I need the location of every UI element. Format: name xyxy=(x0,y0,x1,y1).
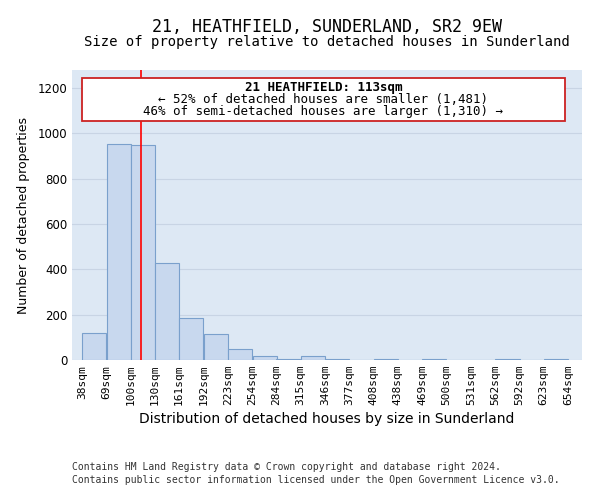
Text: Contains HM Land Registry data © Crown copyright and database right 2024.: Contains HM Land Registry data © Crown c… xyxy=(72,462,501,472)
FancyBboxPatch shape xyxy=(82,78,565,121)
Bar xyxy=(374,359,398,360)
Y-axis label: Number of detached properties: Number of detached properties xyxy=(17,116,31,314)
Bar xyxy=(422,359,446,360)
Bar xyxy=(131,145,155,360)
Bar xyxy=(544,359,568,360)
Bar xyxy=(155,262,179,360)
Text: 46% of semi-detached houses are larger (1,310) →: 46% of semi-detached houses are larger (… xyxy=(143,105,503,118)
Bar xyxy=(277,359,301,360)
Bar xyxy=(82,333,106,360)
X-axis label: Distribution of detached houses by size in Sunderland: Distribution of detached houses by size … xyxy=(139,412,515,426)
Text: ← 52% of detached houses are smaller (1,481): ← 52% of detached houses are smaller (1,… xyxy=(158,93,488,106)
Text: 21, HEATHFIELD, SUNDERLAND, SR2 9EW: 21, HEATHFIELD, SUNDERLAND, SR2 9EW xyxy=(152,18,502,36)
Bar xyxy=(179,318,203,360)
Bar xyxy=(204,334,228,360)
Bar xyxy=(301,356,325,360)
Bar xyxy=(325,359,349,360)
Bar xyxy=(253,356,277,360)
Bar xyxy=(228,350,253,360)
Bar xyxy=(107,144,131,360)
Text: 21 HEATHFIELD: 113sqm: 21 HEATHFIELD: 113sqm xyxy=(245,81,402,94)
Text: Contains public sector information licensed under the Open Government Licence v3: Contains public sector information licen… xyxy=(72,475,560,485)
Text: Size of property relative to detached houses in Sunderland: Size of property relative to detached ho… xyxy=(84,35,570,49)
Bar xyxy=(496,359,520,360)
